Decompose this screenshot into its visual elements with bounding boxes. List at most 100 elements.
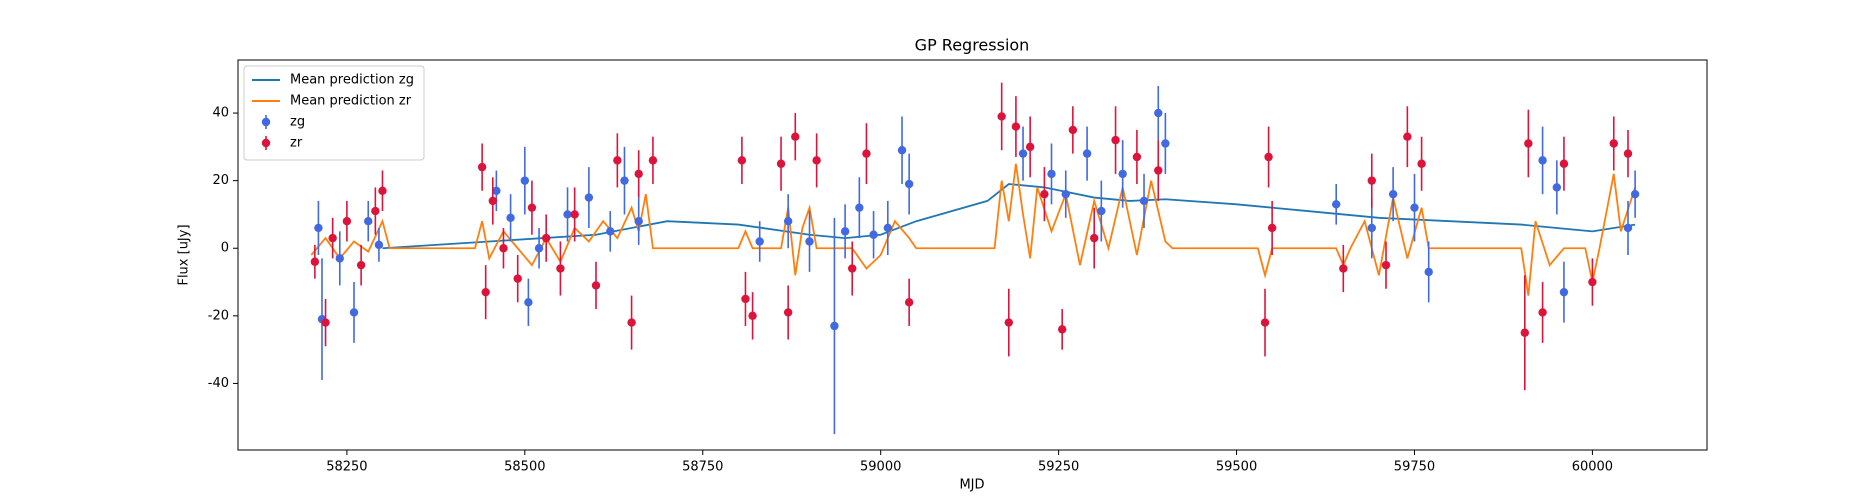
x-tick-label: 58250 bbox=[326, 460, 367, 475]
data-point bbox=[904, 179, 914, 189]
data-point bbox=[328, 233, 337, 243]
data-point bbox=[321, 318, 330, 327]
legend-label: zg bbox=[290, 115, 305, 130]
data-point bbox=[1111, 135, 1120, 145]
data-point bbox=[1410, 203, 1419, 212]
legend-label: zr bbox=[290, 136, 303, 151]
data-point bbox=[374, 240, 384, 250]
data-point bbox=[634, 217, 643, 226]
y-tick-label: 40 bbox=[212, 106, 229, 121]
data-point bbox=[791, 132, 800, 141]
data-point bbox=[805, 237, 814, 246]
data-point bbox=[648, 156, 658, 165]
data-point bbox=[1339, 264, 1348, 273]
data-point bbox=[904, 298, 914, 307]
data-point bbox=[783, 308, 793, 317]
data-point bbox=[506, 213, 515, 223]
legend-box bbox=[243, 65, 425, 161]
data-point bbox=[1623, 223, 1633, 233]
data-point bbox=[748, 311, 757, 321]
data-point bbox=[1061, 189, 1070, 199]
data-point bbox=[1630, 189, 1640, 199]
y-tick-label: 0 bbox=[221, 241, 229, 256]
data-point bbox=[737, 156, 747, 165]
data-point bbox=[855, 203, 864, 212]
x-tick-label: 59250 bbox=[1038, 460, 1079, 475]
data-point bbox=[481, 287, 490, 297]
data-point bbox=[776, 159, 786, 168]
data-point bbox=[997, 112, 1006, 121]
data-point bbox=[1132, 152, 1142, 162]
data-point bbox=[534, 244, 544, 253]
data-point bbox=[520, 176, 530, 185]
data-point bbox=[1018, 149, 1028, 158]
data-point bbox=[606, 227, 615, 236]
data-point bbox=[314, 223, 323, 233]
data-point bbox=[342, 217, 352, 226]
data-point bbox=[1011, 122, 1021, 131]
legend-label: Mean prediction zr bbox=[290, 94, 412, 109]
data-point bbox=[310, 257, 320, 266]
data-point bbox=[1264, 152, 1273, 162]
data-point bbox=[499, 244, 508, 253]
x-tick-label: 59750 bbox=[1394, 460, 1435, 475]
data-point bbox=[1381, 260, 1391, 270]
data-point bbox=[527, 203, 537, 212]
data-point bbox=[741, 294, 750, 304]
data-point bbox=[570, 210, 579, 219]
data-point bbox=[620, 176, 629, 185]
data-point bbox=[1367, 176, 1376, 185]
data-point bbox=[1004, 318, 1013, 327]
data-point bbox=[1609, 139, 1618, 148]
y-tick-label: -40 bbox=[208, 376, 229, 391]
data-point bbox=[556, 264, 565, 273]
data-point bbox=[364, 217, 373, 226]
data-point bbox=[488, 196, 497, 206]
plot-frame bbox=[237, 59, 1708, 451]
data-point bbox=[1331, 200, 1341, 209]
data-point bbox=[1057, 325, 1067, 334]
data-point bbox=[513, 274, 522, 283]
data-point bbox=[1552, 183, 1562, 192]
data-point bbox=[591, 281, 601, 290]
x-tick-label: 59000 bbox=[860, 460, 901, 475]
data-point bbox=[830, 321, 839, 331]
data-point bbox=[869, 230, 878, 239]
data-point bbox=[627, 318, 636, 327]
data-point bbox=[812, 156, 821, 165]
data-point bbox=[1047, 169, 1056, 179]
data-point bbox=[1538, 156, 1547, 165]
data-point bbox=[349, 308, 359, 317]
data-point bbox=[492, 186, 501, 195]
data-point bbox=[1154, 108, 1163, 118]
chart-title: GP Regression bbox=[915, 36, 1030, 55]
y-axis-label: Flux [uJy] bbox=[177, 224, 192, 285]
data-point bbox=[613, 156, 622, 165]
data-point bbox=[1040, 189, 1049, 199]
data-point bbox=[1260, 318, 1270, 327]
data-point bbox=[1367, 223, 1376, 233]
data-point bbox=[1139, 196, 1149, 206]
data-point bbox=[1417, 159, 1426, 168]
data-point bbox=[897, 146, 907, 155]
data-point bbox=[883, 223, 893, 233]
data-point bbox=[783, 217, 793, 226]
data-point bbox=[563, 210, 572, 219]
x-tick-label: 60000 bbox=[1572, 460, 1613, 475]
data-point bbox=[1025, 142, 1035, 152]
data-point bbox=[335, 254, 344, 263]
x-tick-label: 59500 bbox=[1216, 460, 1257, 475]
y-tick-label: -20 bbox=[208, 308, 229, 323]
data-point bbox=[1623, 149, 1633, 158]
data-point bbox=[634, 169, 643, 179]
x-axis-label: MJD bbox=[959, 478, 984, 493]
data-point bbox=[1161, 139, 1170, 148]
data-point bbox=[1118, 169, 1127, 179]
mean-line bbox=[310, 163, 1636, 296]
data-point bbox=[1524, 139, 1533, 148]
data-point bbox=[1388, 189, 1398, 199]
data-point bbox=[1559, 159, 1569, 168]
data-point bbox=[1267, 223, 1277, 233]
data-point bbox=[848, 264, 857, 273]
